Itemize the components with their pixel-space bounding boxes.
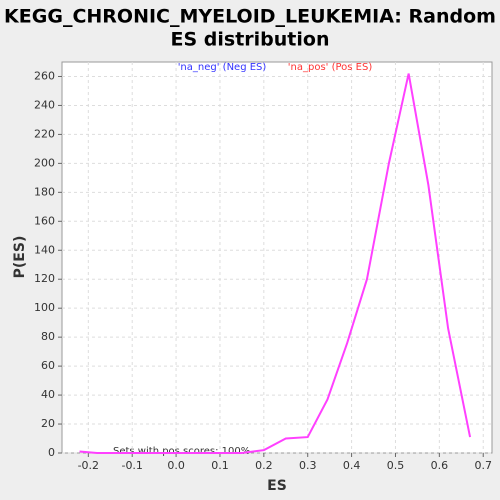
y-tick-label: 40 <box>41 388 55 401</box>
y-tick-label: 80 <box>41 330 55 343</box>
x-tick-label: 0.1 <box>211 459 229 472</box>
chart-title: KEGG_CHRONIC_MYELOID_LEUKEMIA: Random <box>4 6 496 28</box>
chart-title: ES distribution <box>171 29 330 51</box>
line <box>79 73 472 454</box>
x-tick-label: 0.3 <box>299 459 317 472</box>
x-tick-label: 0.7 <box>474 459 492 472</box>
x-tick-label: 0.4 <box>343 459 361 472</box>
y-tick-label: 0 <box>48 446 55 459</box>
y-tick-label: 100 <box>34 301 55 314</box>
x-tick-label: 0.2 <box>255 459 273 472</box>
y-tick-label: 160 <box>34 214 55 227</box>
y-tick-label: 220 <box>34 127 55 140</box>
x-axis-label: ES <box>267 478 287 494</box>
x-tick-label: -0.2 <box>78 459 99 472</box>
y-axis-label: P(ES) <box>12 236 28 279</box>
x-tick-label: 0.6 <box>431 459 449 472</box>
y-tick-label: 60 <box>41 359 55 372</box>
x-tick-label: 0.0 <box>167 459 185 472</box>
y-tick-label: 120 <box>34 272 55 285</box>
legend-entry: 'na_neg' (Neg ES) <box>178 62 267 73</box>
annotation: Sets with pos scores: 100% <box>113 446 250 457</box>
legend-entry: 'na_pos' (Pos ES) <box>288 62 373 73</box>
x-tick-label: -0.1 <box>121 459 142 472</box>
plot-area <box>61 61 493 454</box>
y-tick-label: 140 <box>34 243 55 256</box>
y-tick-label: 200 <box>34 156 55 169</box>
y-tick-label: 260 <box>34 69 55 82</box>
y-tick-label: 240 <box>34 98 55 111</box>
x-tick-label: 0.5 <box>387 459 405 472</box>
y-tick-label: 20 <box>41 417 55 430</box>
y-tick-label: 180 <box>34 185 55 198</box>
